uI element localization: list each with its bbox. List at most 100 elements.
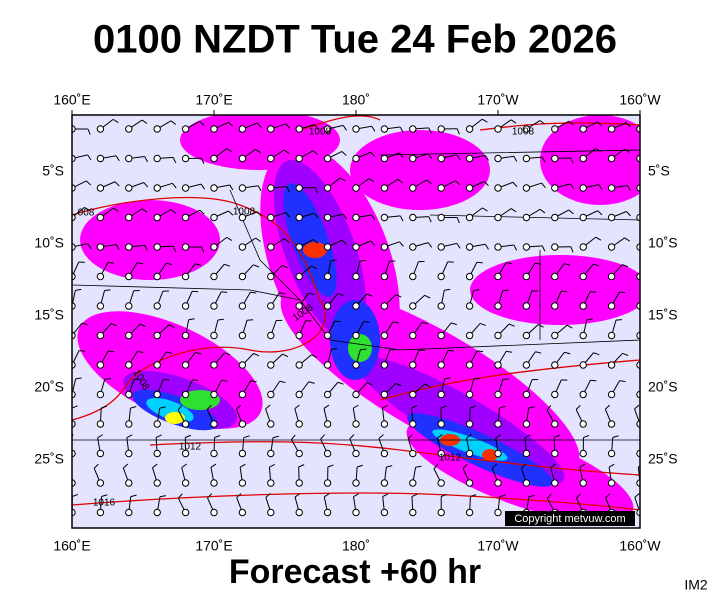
barb-station [239,509,245,515]
isobar-label: 1016 [93,498,116,509]
barb-station [154,273,160,279]
barb-station [296,421,302,427]
forecast-label: Forecast +60 hr [229,553,481,591]
barb-station [324,480,330,486]
barb-station [608,480,614,486]
barb-station [268,303,274,309]
barb-station [97,480,103,486]
lat-label-left: 10˚S [34,235,64,251]
barb-station [466,450,472,456]
copyright: Copyright metvuw.com [514,513,625,525]
barb-station [580,480,586,486]
barb-station [495,332,501,338]
lon-label-top: 160˚W [619,92,661,108]
barb-station [608,214,614,220]
barb-station [296,214,302,220]
barb-station [182,421,188,427]
barb-station [438,421,444,427]
barb-station [154,214,160,220]
barb-station [211,391,217,397]
barb-station [324,391,330,397]
barb-staff [65,469,72,483]
lat-label-right: 25˚S [648,451,678,467]
barb-station [466,332,472,338]
barb-station [523,450,529,456]
barb-station [438,303,444,309]
image-code: IM2 [684,577,708,593]
barb-flag [477,351,483,352]
barb-staff [640,354,652,365]
barb-station [523,214,529,220]
barb-station [211,303,217,309]
barb-station [182,185,188,191]
barb-station [353,391,359,397]
barb-station [353,155,359,161]
barb-station [211,126,217,132]
barb-station [126,126,132,132]
lon-label-top: 160˚E [53,92,90,108]
barb-station [239,391,245,397]
barb-station [438,126,444,132]
barb-station [608,421,614,427]
barb-flag [221,292,227,293]
barb-station [552,185,558,191]
barb-station [580,273,586,279]
barb-station [410,244,416,250]
barb-station [381,332,387,338]
barb-station [182,126,188,132]
barb-station [608,303,614,309]
barb-station [97,450,103,456]
map-area [60,110,660,544]
barb-station [552,421,558,427]
barb-station [552,273,558,279]
barb-station [523,244,529,250]
barb-station [126,185,132,191]
barb-station [552,303,558,309]
barb-station [296,273,302,279]
barb-station [211,480,217,486]
barb-station [552,214,558,220]
barb-station [268,332,274,338]
barb-station [438,480,444,486]
barb-station [154,332,160,338]
barb-station [182,273,188,279]
barb-station [182,303,188,309]
barb-station [580,155,586,161]
barb-station [466,126,472,132]
barb-station [182,362,188,368]
barb-station [296,391,302,397]
barb-station [608,126,614,132]
barb-station [410,214,416,220]
barb-station [239,450,245,456]
barb-station [296,362,302,368]
barb-station [608,273,614,279]
barb-station [126,332,132,338]
barb-station [182,332,188,338]
barb-station [410,362,416,368]
barb-station [495,214,501,220]
barb-station [381,185,387,191]
barb-station [608,391,614,397]
isobar-label: 1008 [233,207,256,218]
barb-flag [642,436,648,437]
lon-label-bottom: 160˚W [619,538,661,554]
barb-station [182,214,188,220]
barb-station [353,273,359,279]
barb-station [495,273,501,279]
barb-station [353,332,359,338]
barb-station [466,391,472,397]
barb-flag [477,262,483,263]
lon-label-bottom: 180˚ [342,538,370,554]
barb-station [410,450,416,456]
barb-station [353,450,359,456]
barb-station [296,332,302,338]
barb-station [580,244,586,250]
barb-station [268,421,274,427]
barb-station [268,480,274,486]
barb-staff [640,186,656,188]
barb-station [211,362,217,368]
barb-station [381,126,387,132]
barb-station [126,391,132,397]
barb-station [580,126,586,132]
